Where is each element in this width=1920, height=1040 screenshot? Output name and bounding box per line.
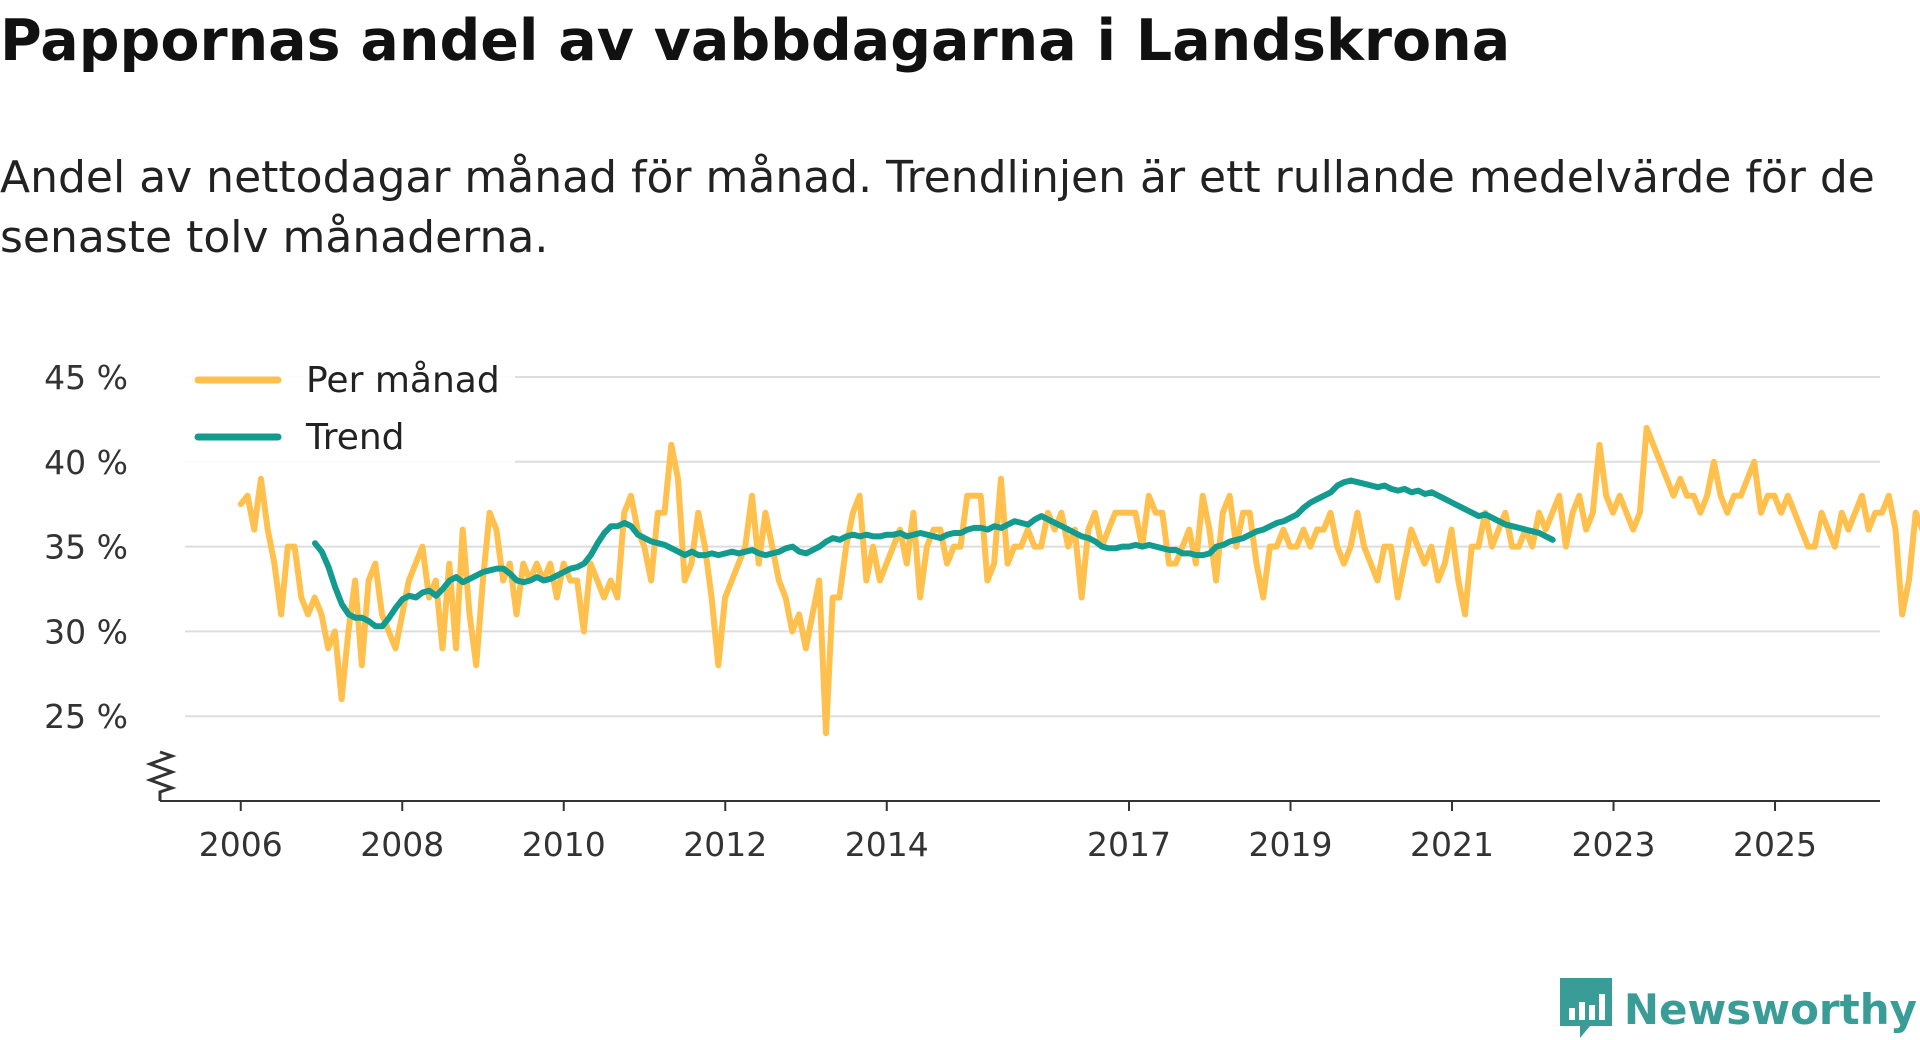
y-axis-ticks: 25 % 30 % 35 % 40 % 45 % bbox=[44, 358, 128, 736]
x-tick-label: 2019 bbox=[1249, 825, 1333, 864]
legend: Per månad Trend bbox=[185, 345, 515, 463]
x-axis: 2006 2008 2010 2012 2014 2017 2019 2021 2023 2025 bbox=[145, 750, 1880, 864]
x-tick-label: 2017 bbox=[1087, 825, 1171, 864]
line-chart: 25 % 30 % 35 % 40 % 45 % 2006 2008 2010 2012 201… bbox=[44, 345, 1920, 864]
x-tick-label: 2010 bbox=[522, 825, 606, 864]
x-tick-label: 2008 bbox=[360, 825, 444, 864]
legend-background bbox=[185, 345, 515, 463]
brand-logo: Newsworthy bbox=[1559, 978, 1917, 1040]
series-lines bbox=[237, 424, 1920, 737]
x-tick-label: 2023 bbox=[1572, 825, 1656, 864]
chart-title: Pappornas andel av vabbdagarna i Landskr… bbox=[0, 8, 1511, 74]
y-tick-label: 40 % bbox=[44, 443, 128, 482]
y-tick-label: 25 % bbox=[44, 697, 128, 736]
y-tick-label: 35 % bbox=[44, 528, 128, 567]
legend-label-trend: Trend bbox=[305, 417, 405, 458]
brand-name: Newsworthy bbox=[1623, 984, 1917, 1034]
x-tick-label: 2012 bbox=[683, 825, 767, 864]
x-tick-label: 2025 bbox=[1733, 825, 1817, 864]
legend-label-per-manad: Per månad bbox=[306, 360, 500, 401]
series-line-trend bbox=[312, 477, 1556, 630]
series-line-per-manad bbox=[237, 424, 1920, 737]
x-tick-label: 2021 bbox=[1410, 825, 1494, 864]
y-tick-label: 30 % bbox=[44, 612, 128, 651]
x-tick-label: 2006 bbox=[199, 825, 283, 864]
newsworthy-logo-icon bbox=[1559, 978, 1612, 1038]
x-tick-label: 2014 bbox=[845, 825, 929, 864]
y-tick-label: 45 % bbox=[44, 358, 128, 397]
chart-subtitle: Andel av nettodagar månad för månad. Tre… bbox=[0, 152, 1875, 263]
axis-break-icon bbox=[145, 750, 177, 801]
